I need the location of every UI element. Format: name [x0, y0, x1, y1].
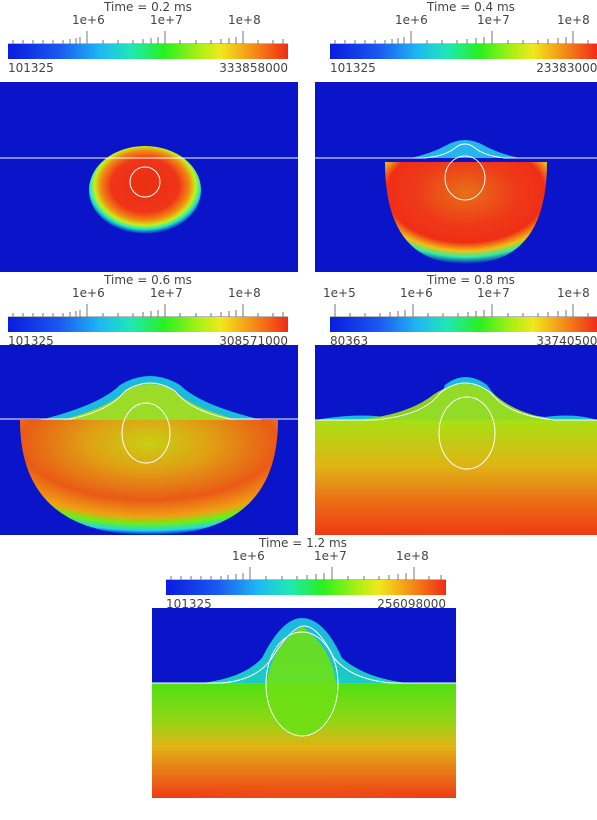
tick-label: 1e+7 [477, 286, 510, 300]
tick-label: 1e+8 [228, 286, 261, 300]
tick-label: 1e+8 [228, 13, 261, 27]
tick-label: 1e+6 [232, 549, 265, 563]
colorbar [330, 317, 597, 332]
tick-label: 1e+6 [72, 286, 105, 300]
simulation-field [0, 82, 298, 272]
colorbar-min: 101325 [8, 61, 54, 75]
tick-label: 1e+7 [150, 286, 183, 300]
tick-label: 1e+6 [395, 13, 428, 27]
colorbar [330, 44, 597, 59]
colorbar-ticks [8, 300, 288, 318]
simulation-field [315, 345, 597, 535]
panel-time-0-8: Time = 0.8 ms 1e+5 1e+6 1e+7 1e+8 80363 … [315, 273, 597, 535]
panel-title: Time = 0.6 ms [104, 273, 192, 287]
tick-label: 1e+7 [314, 549, 347, 563]
colorbar [8, 317, 288, 332]
tick-label: 1e+8 [557, 13, 590, 27]
panel-time-0-2: Time = 0.2 ms 1e+6 1e+7 1e+8 101325 3338… [0, 0, 300, 272]
panel-title: Time = 0.2 ms [104, 0, 192, 14]
colorbar [166, 580, 446, 595]
simulation-field [0, 345, 298, 535]
colorbar-max: 233830000 [536, 61, 597, 75]
colorbar-max: 308571000 [219, 334, 288, 348]
colorbar-max: 256098000 [377, 597, 446, 611]
tick-label: 1e+7 [150, 13, 183, 27]
tick-label: 1e+6 [400, 286, 433, 300]
panel-time-1-2: Time = 1.2 ms 1e+6 1e+7 1e+8 101325 2560… [150, 536, 460, 800]
tick-label: 1e+7 [477, 13, 510, 27]
panel-time-0-4: Time = 0.4 ms 1e+6 1e+7 1e+8 101325 2338… [315, 0, 597, 272]
colorbar-ticks [330, 27, 597, 45]
colorbar-ticks [166, 563, 446, 581]
colorbar-ticks [8, 27, 288, 45]
tick-label: 1e+5 [323, 286, 356, 300]
panel-time-0-6: Time = 0.6 ms 1e+6 1e+7 1e+8 101325 3085… [0, 273, 300, 535]
panel-title: Time = 0.8 ms [427, 273, 515, 287]
tick-label: 1e+8 [396, 549, 429, 563]
simulation-field [315, 82, 597, 272]
panel-title: Time = 1.2 ms [259, 536, 347, 550]
colorbar-max: 333858000 [219, 61, 288, 75]
simulation-field [152, 608, 456, 798]
colorbar-min: 80363 [330, 334, 369, 348]
tick-label: 1e+8 [557, 286, 590, 300]
colorbar-min: 101325 [330, 61, 376, 75]
panel-title: Time = 0.4 ms [427, 0, 515, 14]
colorbar [8, 44, 288, 59]
colorbar-min: 101325 [166, 597, 212, 611]
tick-label: 1e+6 [72, 13, 105, 27]
colorbar-min: 101325 [8, 334, 54, 348]
colorbar-ticks [330, 300, 597, 318]
colorbar-max: 337405000 [536, 334, 597, 348]
